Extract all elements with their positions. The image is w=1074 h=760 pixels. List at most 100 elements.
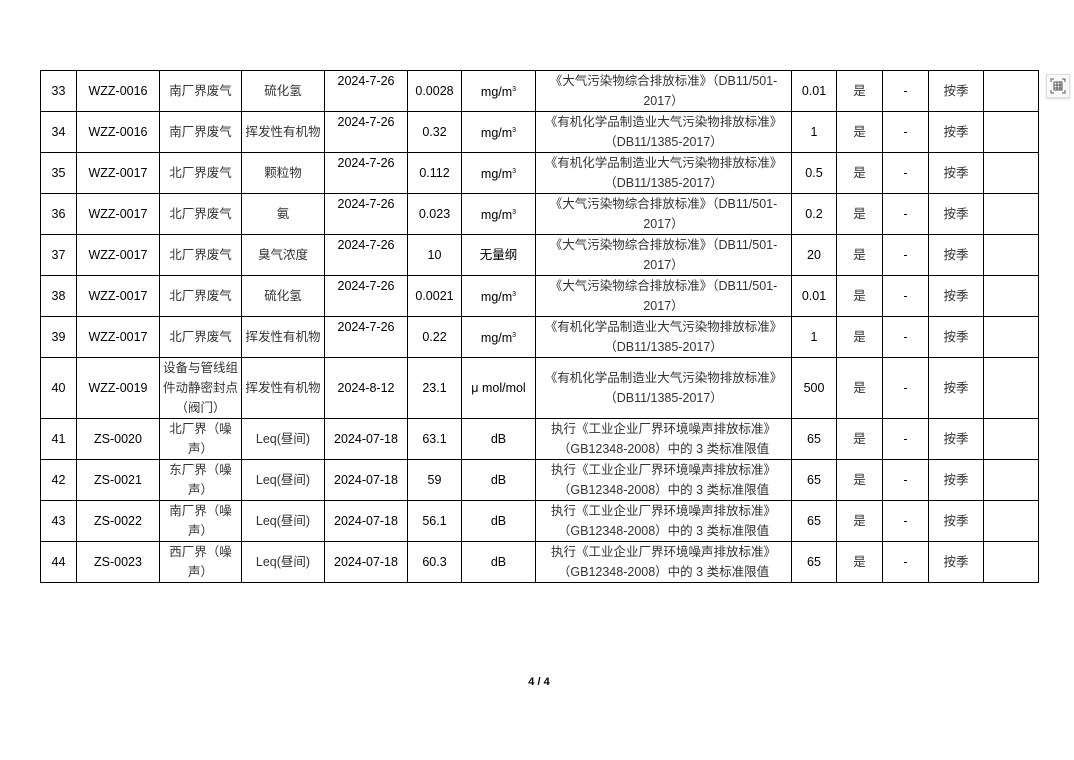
date-cell: 2024-8-12 [324, 357, 408, 419]
limit-cell: 65 [791, 459, 837, 501]
location-cell: 西厂界（噪声） [159, 541, 242, 583]
compliant-cell: 是 [836, 234, 883, 276]
unit-cell: 无量纲 [461, 234, 536, 276]
extra-cell: - [882, 70, 929, 112]
point-code-cell: WZZ-0016 [76, 111, 160, 153]
standard-cell: 执行《工业企业厂界环境噪声排放标准》（GB12348-2008）中的 3 类标准… [535, 500, 792, 542]
row-number-cell: 35 [40, 152, 77, 194]
standard-cell: 《有机化学品制造业大气污染物排放标准》（DB11/1385-2017） [535, 316, 792, 358]
compliant-cell: 是 [836, 459, 883, 501]
location-cell: 南厂界废气 [159, 70, 242, 112]
extra-cell: - [882, 275, 929, 317]
unit-cell: mg/m3 [461, 193, 536, 235]
value-cell: 0.0028 [407, 70, 462, 112]
row-number-cell: 41 [40, 418, 77, 460]
compliant-cell: 是 [836, 357, 883, 419]
note-cell [983, 418, 1039, 460]
date-cell: 2024-7-26 [324, 152, 408, 194]
value-cell: 0.0021 [407, 275, 462, 317]
standard-cell: 《大气污染物综合排放标准》（DB11/501-2017） [535, 70, 792, 112]
standard-cell: 《有机化学品制造业大气污染物排放标准》（DB11/1385-2017） [535, 111, 792, 153]
date-cell: 2024-07-18 [324, 418, 408, 460]
point-code-cell: ZS-0023 [76, 541, 160, 583]
frequency-cell: 按季 [928, 357, 984, 419]
limit-cell: 0.5 [791, 152, 837, 194]
item-cell: 臭气浓度 [241, 234, 325, 276]
frequency-cell: 按季 [928, 152, 984, 194]
limit-cell: 0.01 [791, 275, 837, 317]
location-cell: 北厂界废气 [159, 275, 242, 317]
extra-cell: - [882, 357, 929, 419]
unit-cell: mg/m3 [461, 70, 536, 112]
unit-cell: μ mol/mol [461, 357, 536, 419]
limit-cell: 1 [791, 111, 837, 153]
frequency-cell: 按季 [928, 316, 984, 358]
table-row: 35 WZZ-0017 北厂界废气 颗粒物 2024-7-26 0.112 mg/m3 《有机… [40, 152, 1039, 194]
standard-cell: 《大气污染物综合排放标准》（DB11/501-2017） [535, 275, 792, 317]
item-cell: 硫化氢 [241, 275, 325, 317]
unit-cell: mg/m3 [461, 111, 536, 153]
note-cell [983, 316, 1039, 358]
value-cell: 0.112 [407, 152, 462, 194]
value-cell: 56.1 [407, 500, 462, 542]
frequency-cell: 按季 [928, 275, 984, 317]
row-number-cell: 39 [40, 316, 77, 358]
extra-cell: - [882, 500, 929, 542]
item-cell: 挥发性有机物 [241, 316, 325, 358]
standard-cell: 执行《工业企业厂界环境噪声排放标准》（GB12348-2008）中的 3 类标准… [535, 541, 792, 583]
date-cell: 2024-7-26 [324, 70, 408, 112]
limit-cell: 65 [791, 541, 837, 583]
item-cell: 颗粒物 [241, 152, 325, 194]
date-cell: 2024-07-18 [324, 541, 408, 583]
extra-cell: - [882, 541, 929, 583]
unit-cell: dB [461, 500, 536, 542]
value-cell: 0.32 [407, 111, 462, 153]
table-row: 43 ZS-0022 南厂界（噪声） Leq(昼间) 2024-07-18 56.1 dB 执… [40, 500, 1039, 542]
table-row: 39 WZZ-0017 北厂界废气 挥发性有机物 2024-7-26 0.22 mg/m3 《… [40, 316, 1039, 358]
unit-cell: dB [461, 541, 536, 583]
frequency-cell: 按季 [928, 111, 984, 153]
compliant-cell: 是 [836, 193, 883, 235]
table-row: 37 WZZ-0017 北厂界废气 臭气浓度 2024-7-26 10 无量纲 《大气污染物综… [40, 234, 1039, 276]
item-cell: Leq(昼间) [241, 541, 325, 583]
location-cell: 设备与管线组件动静密封点（阀门） [159, 357, 242, 419]
frequency-cell: 按季 [928, 234, 984, 276]
value-cell: 0.22 [407, 316, 462, 358]
point-code-cell: WZZ-0017 [76, 275, 160, 317]
point-code-cell: WZZ-0019 [76, 357, 160, 419]
location-cell: 东厂界（噪声） [159, 459, 242, 501]
date-cell: 2024-7-26 [324, 316, 408, 358]
extra-cell: - [882, 234, 929, 276]
compliant-cell: 是 [836, 111, 883, 153]
table-row: 34 WZZ-0016 南厂界废气 挥发性有机物 2024-7-26 0.32 mg/m3 《… [40, 111, 1039, 153]
note-cell [983, 275, 1039, 317]
location-cell: 北厂界废气 [159, 234, 242, 276]
row-number-cell: 34 [40, 111, 77, 153]
table-row: 42 ZS-0021 东厂界（噪声） Leq(昼间) 2024-07-18 59 dB 执行《… [40, 459, 1039, 501]
item-cell: Leq(昼间) [241, 459, 325, 501]
fit-page-button[interactable] [1046, 74, 1070, 98]
value-cell: 0.023 [407, 193, 462, 235]
extra-cell: - [882, 316, 929, 358]
standard-cell: 执行《工业企业厂界环境噪声排放标准》（GB12348-2008）中的 3 类标准… [535, 459, 792, 501]
limit-cell: 0.2 [791, 193, 837, 235]
value-cell: 63.1 [407, 418, 462, 460]
compliant-cell: 是 [836, 152, 883, 194]
standard-cell: 《大气污染物综合排放标准》（DB11/501-2017） [535, 234, 792, 276]
unit-cell: dB [461, 459, 536, 501]
date-cell: 2024-7-26 [324, 111, 408, 153]
date-cell: 2024-7-26 [324, 275, 408, 317]
point-code-cell: ZS-0022 [76, 500, 160, 542]
value-cell: 23.1 [407, 357, 462, 419]
limit-cell: 20 [791, 234, 837, 276]
unit-cell: mg/m3 [461, 316, 536, 358]
row-number-cell: 36 [40, 193, 77, 235]
item-cell: 挥发性有机物 [241, 111, 325, 153]
date-cell: 2024-7-26 [324, 193, 408, 235]
item-cell: 氨 [241, 193, 325, 235]
standard-cell: 执行《工业企业厂界环境噪声排放标准》（GB12348-2008）中的 3 类标准… [535, 418, 792, 460]
compliant-cell: 是 [836, 316, 883, 358]
row-number-cell: 43 [40, 500, 77, 542]
extra-cell: - [882, 418, 929, 460]
standard-cell: 《有机化学品制造业大气污染物排放标准》（DB11/1385-2017） [535, 152, 792, 194]
